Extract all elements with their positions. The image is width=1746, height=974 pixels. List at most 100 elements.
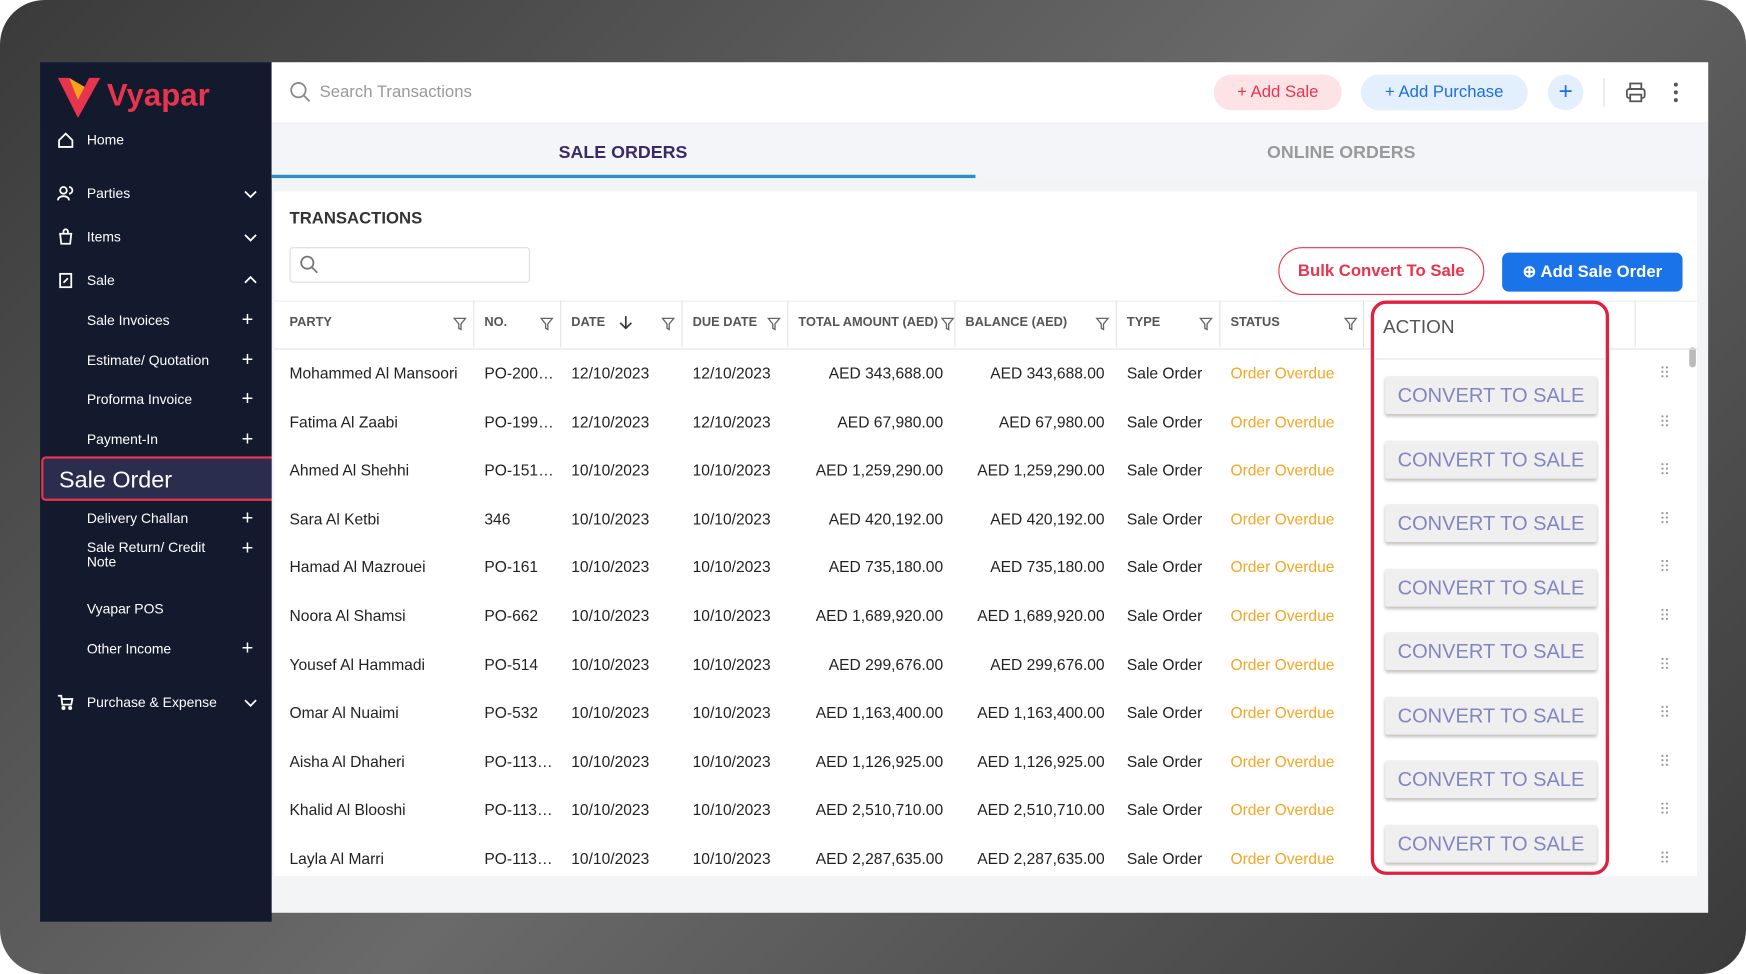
column-divider bbox=[1219, 300, 1221, 348]
panel-search[interactable] bbox=[289, 247, 531, 283]
tab-underline bbox=[271, 174, 976, 179]
menu-item[interactable]: Payment-In bbox=[86, 431, 159, 448]
add-purchase-button[interactable]: + Add Purchase bbox=[1360, 74, 1528, 111]
cell: 346 bbox=[484, 509, 511, 528]
plus-icon[interactable]: + bbox=[241, 636, 254, 659]
menu-item[interactable]: Home bbox=[86, 132, 124, 149]
plus-icon[interactable]: + bbox=[241, 536, 254, 559]
column-divider bbox=[787, 300, 789, 348]
menu-item[interactable]: Parties bbox=[86, 185, 131, 202]
chevron-svg bbox=[244, 190, 257, 199]
cell: 10/10/2023 bbox=[692, 461, 771, 479]
plus-icon[interactable]: + bbox=[241, 348, 254, 371]
cell: AED 1,163,400.00 bbox=[977, 703, 1105, 722]
menu-item-active[interactable]: Sale Order bbox=[41, 456, 284, 501]
label: Add Sale Order bbox=[1540, 262, 1663, 282]
column-header[interactable]: TYPE bbox=[1126, 316, 1161, 330]
column-header[interactable]: BALANCE (AED) bbox=[965, 316, 1068, 330]
cell: AED 1,689,920.00 bbox=[977, 606, 1105, 625]
convert-button[interactable]: CONVERT TO SALE bbox=[1385, 504, 1597, 543]
convert-button[interactable]: CONVERT TO SALE bbox=[1385, 760, 1597, 799]
cell: Order Overdue bbox=[1230, 800, 1335, 819]
menu-icon bbox=[57, 131, 75, 154]
cell: 10/10/2023 bbox=[692, 752, 771, 771]
more-icon[interactable] bbox=[1670, 81, 1681, 103]
add-sale-order-button[interactable]: ⊕ Add Sale Order bbox=[1502, 252, 1683, 292]
row-menu bbox=[1656, 655, 1674, 678]
menu-icon bbox=[57, 693, 75, 716]
cell: 12/10/2023 bbox=[571, 363, 650, 382]
row-menu bbox=[1656, 364, 1674, 387]
row-menu-svg bbox=[1661, 560, 1669, 572]
row-menu-svg bbox=[1661, 851, 1669, 863]
cell: Aisha Al Dhaheri bbox=[289, 752, 405, 771]
filter-icon-svg bbox=[539, 317, 554, 331]
menu-item[interactable]: Vyapar POS bbox=[86, 601, 164, 617]
column-header[interactable]: TOTAL AMOUNT (AED) bbox=[798, 316, 939, 330]
cell: 12/10/2023 bbox=[571, 412, 650, 431]
plus-icon[interactable]: + bbox=[241, 308, 254, 331]
cell: AED 420,192.00 bbox=[828, 509, 944, 528]
convert-button[interactable]: CONVERT TO SALE bbox=[1385, 440, 1597, 479]
tab-bar bbox=[271, 123, 1709, 180]
menu-icon-svg bbox=[57, 694, 74, 710]
cell: Sale Order bbox=[1126, 849, 1203, 868]
row-menu-svg bbox=[1661, 705, 1669, 718]
cell: 10/10/2023 bbox=[571, 703, 650, 722]
cell: Ahmed Al Shehhi bbox=[289, 461, 410, 479]
convert-button[interactable]: CONVERT TO SALE bbox=[1385, 824, 1597, 863]
menu-item[interactable]: Items bbox=[86, 229, 121, 245]
column-header[interactable]: DUE DATE bbox=[692, 316, 758, 330]
column-header[interactable]: STATUS bbox=[1230, 316, 1280, 330]
cell: 10/10/2023 bbox=[571, 849, 650, 868]
cell: Yousef Al Hammadi bbox=[289, 655, 425, 673]
tab[interactable]: SALE ORDERS bbox=[558, 143, 688, 163]
menu-item[interactable]: Other Income bbox=[86, 641, 172, 657]
row-menu bbox=[1656, 704, 1674, 727]
cell: AED 1,689,920.00 bbox=[815, 606, 944, 625]
cell: Khalid Al Blooshi bbox=[289, 800, 406, 819]
menu-item[interactable]: Delivery Challan bbox=[86, 510, 189, 527]
row-menu bbox=[1656, 607, 1674, 630]
row-menu bbox=[1656, 413, 1674, 436]
menu-item[interactable]: Sale Return/ Credit Note bbox=[86, 539, 206, 570]
cell: 10/10/2023 bbox=[692, 558, 771, 576]
cell: 10/10/2023 bbox=[571, 606, 650, 625]
cell: AED 2,510,710.00 bbox=[977, 800, 1105, 819]
menu-item[interactable]: Sale Invoices bbox=[86, 312, 170, 329]
row-menu-svg bbox=[1661, 803, 1669, 815]
menu-icon bbox=[57, 272, 75, 295]
search-placeholder[interactable]: Search Transactions bbox=[319, 82, 472, 102]
cell: Sale Order bbox=[1126, 752, 1203, 771]
cell: AED 735,180.00 bbox=[990, 558, 1105, 576]
plus-button[interactable]: + bbox=[1547, 74, 1584, 111]
column-header[interactable]: DATE bbox=[571, 316, 606, 330]
convert-button[interactable]: CONVERT TO SALE bbox=[1385, 568, 1597, 607]
cell: Sale Order bbox=[1126, 703, 1203, 722]
cell: 10/10/2023 bbox=[692, 606, 771, 625]
menu-item[interactable]: Proforma Invoice bbox=[86, 391, 193, 408]
print-icon[interactable] bbox=[1625, 81, 1647, 103]
column-header[interactable]: PARTY bbox=[289, 316, 332, 330]
menu-item[interactable]: Sale bbox=[86, 272, 115, 289]
divider bbox=[1374, 358, 1605, 360]
menu-icon bbox=[57, 185, 75, 208]
menu-item[interactable]: Estimate/ Quotation bbox=[86, 352, 210, 369]
plus-icon[interactable]: + bbox=[241, 427, 254, 450]
cell: Noora Al Shamsi bbox=[289, 606, 406, 625]
convert-button[interactable]: CONVERT TO SALE bbox=[1385, 696, 1597, 735]
tab[interactable]: ONLINE ORDERS bbox=[1266, 143, 1416, 163]
column-divider bbox=[1115, 300, 1117, 348]
bulk-convert-button[interactable]: Bulk Convert To Sale bbox=[1278, 247, 1485, 295]
convert-button[interactable]: CONVERT TO SALE bbox=[1385, 376, 1597, 415]
menu-item[interactable]: Purchase & Expense bbox=[86, 694, 217, 711]
column-header[interactable]: NO. bbox=[484, 316, 508, 330]
cell: 12/10/2023 bbox=[692, 363, 771, 382]
action-header: ACTION bbox=[1382, 316, 1455, 338]
plus-icon[interactable]: + bbox=[241, 387, 254, 410]
cell: Order Overdue bbox=[1230, 461, 1335, 479]
plus-icon[interactable]: + bbox=[241, 506, 254, 529]
convert-button[interactable]: CONVERT TO SALE bbox=[1385, 632, 1597, 671]
add-sale-button[interactable]: + Add Sale bbox=[1213, 74, 1342, 111]
cell: Order Overdue bbox=[1230, 509, 1335, 528]
